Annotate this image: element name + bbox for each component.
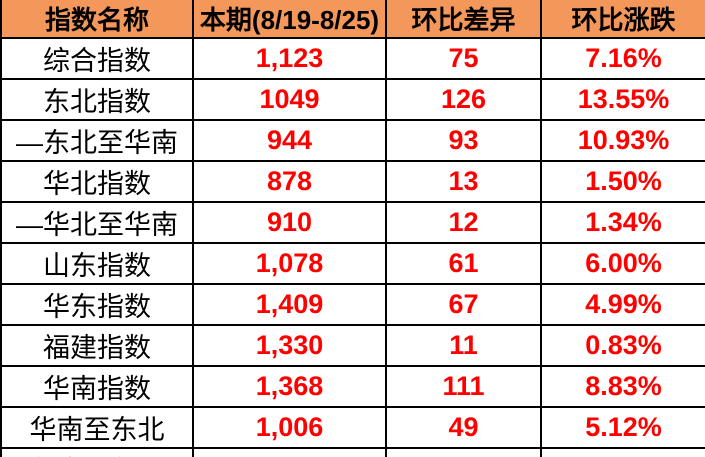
current-value-cell: 1,123 [192,37,387,80]
change-value-cell: 7.16% [540,37,705,80]
change-value-cell: 6.00% [540,242,705,285]
current-value-cell: 1,409 [192,283,387,326]
index-name-cell: 华南至东北 [0,406,194,449]
current-value-cell: 1,006 [192,406,387,449]
current-value-cell: 1,368 [192,365,387,408]
change-value-cell: 4.99% [540,283,705,326]
index-name-cell: —东北至华南 [0,119,194,162]
diff-value-cell: 111 [385,365,542,408]
diff-value-cell: 11 [385,324,542,367]
table-header: 指数名称 本期(8/19-8/25) 环比差异 环比涨跌 [0,0,705,39]
change-value-cell: 1.34% [540,201,705,244]
index-name-cell: 华东指数 [0,283,194,326]
table-row: 华南至华北1,418926.94% [0,447,705,457]
table-body: 综合指数 1,123 75 7.16% 东北指数 1049 126 13.55% —东北至华南 9… [0,37,705,457]
table-row: 华南指数 1,368 111 8.83% [0,365,705,408]
diff-value-cell: 12 [385,201,542,244]
table-row: 福建指数 1,330 11 0.83% [0,324,705,367]
table-row: 华南至东北 1,006 49 5.12% [0,406,705,449]
current-value-cell: 1,078 [192,242,387,285]
index-name-cell: 华北指数 [0,160,194,203]
header-mom-change: 环比涨跌 [540,0,705,39]
diff-value-cell: 61 [385,242,542,285]
index-name-cell: 华南至华北 [0,447,194,457]
table-row: 山东指数 1,078 61 6.00% [0,242,705,285]
header-current-period: 本期(8/19-8/25) [192,0,387,39]
diff-value-cell: 67 [385,283,542,326]
table-row: —华北至华南 910 12 1.34% [0,201,705,244]
index-name-cell: 山东指数 [0,242,194,285]
diff-value-cell: 126 [385,78,542,121]
current-value-cell: 1,330 [192,324,387,367]
diff-value-cell: 13 [385,160,542,203]
change-value-cell: 8.83% [540,365,705,408]
table-row: —东北至华南 944 93 10.93% [0,119,705,162]
header-mom-difference: 环比差异 [385,0,542,39]
current-value-cell: 944 [192,119,387,162]
table-row: 华北指数 878 13 1.50% [0,160,705,203]
diff-value-cell: 49 [385,406,542,449]
index-name-cell: 华南指数 [0,365,194,408]
index-name-cell: 综合指数 [0,37,194,80]
table-row: 华东指数 1,409 67 4.99% [0,283,705,326]
diff-value-cell: 75 [385,37,542,80]
change-value-cell: 6.94% [540,447,705,457]
change-value-cell: 10.93% [540,119,705,162]
table-row: 东北指数 1049 126 13.55% [0,78,705,121]
diff-value-cell: 93 [385,119,542,162]
table-row: 综合指数 1,123 75 7.16% [0,37,705,80]
change-value-cell: 5.12% [540,406,705,449]
current-value-cell: 910 [192,201,387,244]
change-value-cell: 13.55% [540,78,705,121]
header-index-name: 指数名称 [0,0,194,39]
index-name-cell: 东北指数 [0,78,194,121]
current-value-cell: 1,418 [192,447,387,457]
header-row: 指数名称 本期(8/19-8/25) 环比差异 环比涨跌 [0,0,705,39]
current-value-cell: 878 [192,160,387,203]
index-name-cell: 福建指数 [0,324,194,367]
diff-value-cell: 92 [385,447,542,457]
current-value-cell: 1049 [192,78,387,121]
index-name-cell: —华北至华南 [0,201,194,244]
change-value-cell: 0.83% [540,324,705,367]
change-value-cell: 1.50% [540,160,705,203]
